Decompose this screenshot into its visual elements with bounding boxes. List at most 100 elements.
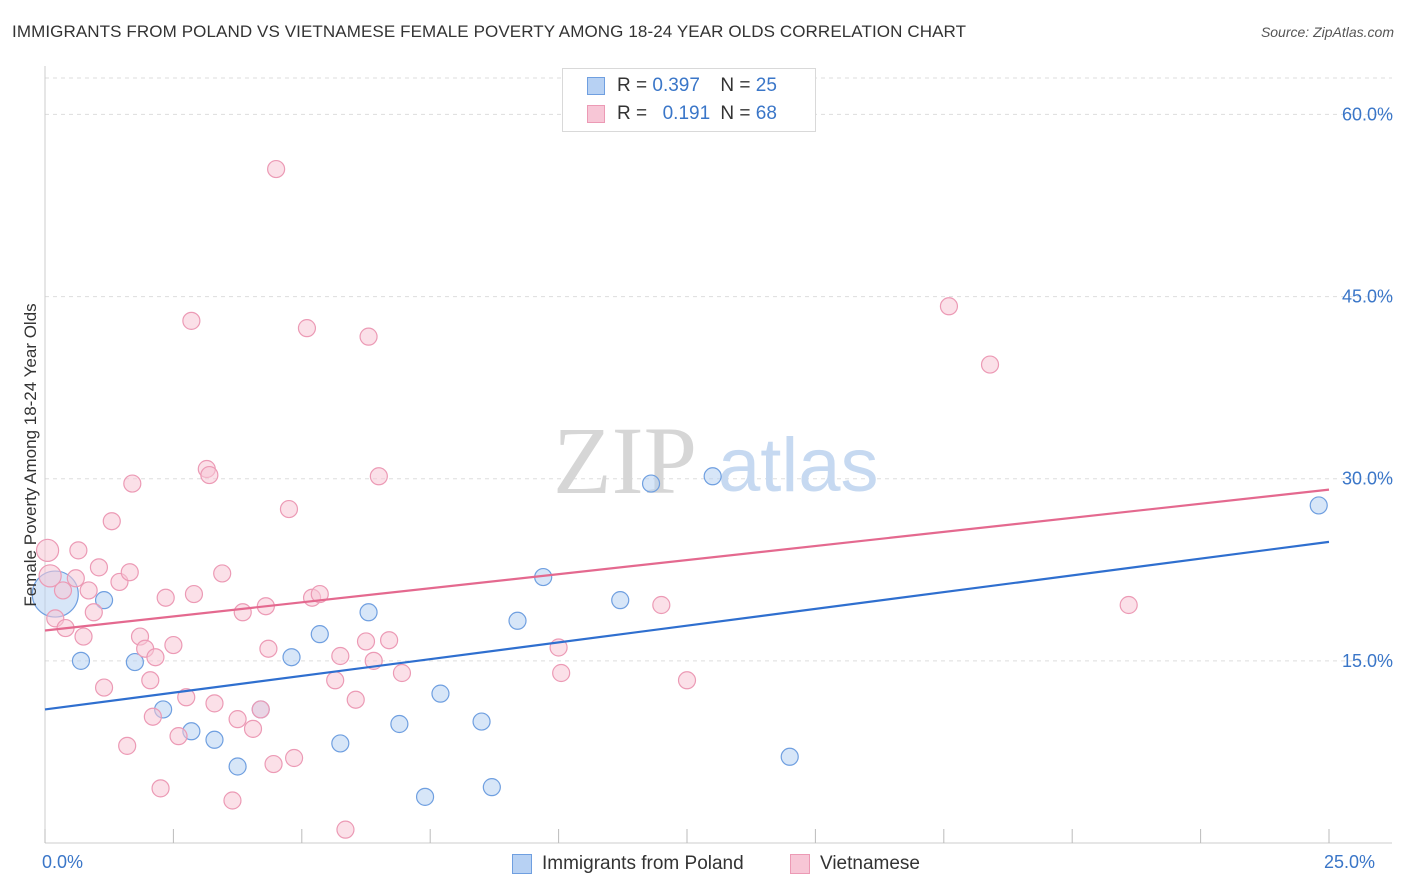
- data-point: [552, 663, 571, 683]
- x-axis: [44, 66, 1392, 844]
- data-point: [1119, 595, 1138, 615]
- data-point: [1309, 496, 1328, 515]
- data-point: [177, 688, 196, 707]
- data-point: [120, 563, 139, 582]
- data-point: [89, 558, 109, 577]
- data-point: [939, 297, 959, 316]
- x-tick-label-min: 0.0%: [42, 852, 84, 872]
- y-axis-label: Female Poverty Among 18-24 Year Olds: [21, 303, 40, 607]
- data-point: [164, 635, 183, 655]
- data-point: [141, 671, 160, 690]
- trend-line: [44, 488, 1330, 632]
- bottom-legend-swatch-vietnamese: [790, 854, 810, 874]
- series-immigrants-from-poland: [31, 467, 1328, 806]
- data-point: [79, 581, 98, 600]
- data-point: [611, 591, 630, 610]
- data-point: [205, 730, 224, 749]
- bottom-legend-poland: Immigrants from Poland: [512, 850, 744, 878]
- chart-title: IMMIGRANTS FROM POLAND VS VIETNAMESE FEM…: [12, 22, 967, 41]
- data-point: [53, 581, 73, 600]
- trend-line: [44, 540, 1330, 711]
- trend-lines: [44, 488, 1330, 711]
- legend-n-value-vietnamese: 68: [755, 103, 777, 124]
- legend-r-value-vietnamese: 0.191: [662, 103, 711, 124]
- data-point: [182, 311, 201, 330]
- data-point: [310, 625, 329, 644]
- data-point: [223, 791, 242, 810]
- watermark-atlas: atlas: [718, 423, 879, 508]
- data-point: [431, 684, 450, 703]
- data-point: [331, 734, 350, 753]
- data-point: [94, 591, 114, 610]
- data-point: [200, 465, 219, 485]
- correlation-legend: R = 0.397 N = 25 R = 0.191 N = 68: [562, 68, 816, 132]
- data-point: [703, 467, 722, 486]
- legend-row-poland: R = 0.397 N = 25: [587, 73, 777, 99]
- data-point: [267, 159, 286, 179]
- data-point: [415, 787, 435, 806]
- data-point: [228, 757, 247, 776]
- data-point: [359, 603, 378, 622]
- data-point: [284, 748, 304, 768]
- data-point: [118, 736, 137, 755]
- bottom-legend-vietnamese: Vietnamese: [790, 850, 920, 878]
- bottom-legend-label-vietnamese: Vietnamese: [820, 853, 920, 874]
- data-point: [69, 541, 88, 560]
- data-point: [184, 584, 204, 604]
- data-point: [279, 499, 299, 519]
- data-point: [151, 779, 170, 798]
- data-point: [146, 648, 165, 667]
- data-point: [243, 719, 263, 738]
- data-point: [508, 611, 527, 630]
- data-point: [74, 627, 93, 646]
- data-point: [980, 355, 1000, 374]
- data-point: [251, 700, 270, 719]
- data-point: [380, 631, 399, 650]
- data-point: [228, 710, 247, 729]
- data-point: [346, 690, 365, 709]
- legend-n-label: N =: [720, 103, 751, 124]
- data-point: [123, 474, 142, 493]
- watermark-zip: ZIP: [553, 407, 697, 514]
- data-point: [143, 707, 162, 726]
- gridlines: [45, 77, 1392, 662]
- y-tick-label: 60.0%: [1342, 104, 1393, 124]
- y-tick-labels: 15.0% 30.0% 45.0% 60.0%: [1342, 104, 1393, 670]
- legend-row-vietnamese: R = 0.191 N = 68: [587, 101, 777, 127]
- legend-swatch-poland: [587, 77, 605, 95]
- legend-r-value-poland: 0.397: [652, 75, 700, 96]
- data-point: [390, 714, 409, 734]
- data-point: [66, 569, 85, 588]
- data-point: [102, 512, 121, 531]
- data-point: [331, 646, 350, 666]
- data-point: [125, 652, 144, 672]
- bottom-legend-label-poland: Immigrants from Poland: [542, 853, 744, 874]
- data-point: [472, 712, 491, 731]
- data-point: [356, 632, 376, 651]
- data-point: [205, 694, 224, 713]
- data-point: [641, 474, 661, 493]
- series-vietnamese: [35, 159, 1138, 839]
- legend-r-label: R =: [617, 75, 648, 96]
- legend-n-value-poland: 25: [755, 75, 777, 96]
- bottom-legend-swatch-poland: [512, 854, 532, 874]
- legend-r-label: R =: [617, 103, 648, 124]
- y-tick-label: 15.0%: [1342, 651, 1393, 671]
- data-point: [94, 678, 114, 697]
- data-point: [359, 327, 378, 346]
- y-tick-label: 45.0%: [1342, 287, 1393, 307]
- data-point: [780, 747, 799, 766]
- data-point: [677, 671, 697, 690]
- x-tick-label-max: 25.0%: [1324, 852, 1376, 872]
- data-point: [652, 595, 671, 615]
- data-point: [35, 538, 60, 563]
- legend-n-label: N =: [720, 75, 751, 96]
- data-point: [156, 588, 175, 607]
- data-point: [259, 639, 278, 658]
- data-point: [392, 663, 412, 683]
- data-point: [71, 651, 91, 670]
- data-point: [169, 727, 188, 746]
- data-point: [213, 564, 232, 583]
- y-tick-label: 30.0%: [1342, 469, 1393, 489]
